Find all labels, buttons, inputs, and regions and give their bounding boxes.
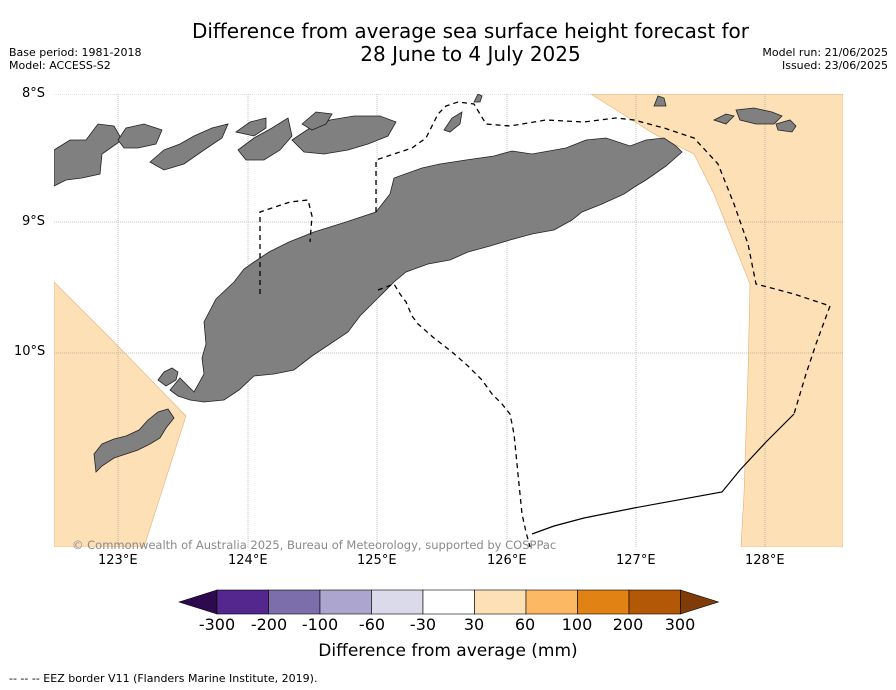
lat-label-10s: 10°S — [14, 344, 46, 359]
eez-segment-east — [793, 305, 831, 415]
timor-island — [169, 137, 683, 403]
map-plot — [54, 94, 843, 547]
meta-left: Base period: 1981-2018 Model: ACCESS-S2 — [9, 46, 141, 72]
lon-label-128e: 128°E — [745, 553, 785, 568]
eez-footnote: -- -- -- EEZ border V11 (Flanders Marine… — [9, 672, 318, 685]
title-line-2: 28 June to 4 July 2025 — [360, 42, 581, 66]
model-name: Model: ACCESS-S2 — [9, 59, 111, 72]
wetar-tip — [473, 94, 483, 103]
lat-label-8s: 8°S — [22, 86, 46, 101]
issued-date: Issued: 23/06/2025 — [781, 59, 888, 72]
colorbar-bin — [525, 589, 578, 615]
land — [54, 94, 797, 473]
flores-island — [149, 123, 229, 171]
sumba-island — [54, 123, 123, 187]
colorbar-tick: 60 — [514, 615, 536, 634]
pantar-island — [301, 111, 333, 131]
lon-label-127e: 127°E — [616, 553, 656, 568]
lat-label-9s: 9°S — [22, 214, 46, 229]
roti-island — [93, 408, 175, 473]
base-period: Base period: 1981-2018 — [9, 46, 142, 59]
flores-west-island — [117, 123, 163, 149]
colorbar-tick: -300 — [198, 615, 236, 634]
colorbar-bin — [422, 589, 475, 615]
chart-title: Difference from average sea surface heig… — [0, 20, 896, 66]
colorbar-tick: -200 — [250, 615, 288, 634]
eez-segment-south — [531, 413, 795, 535]
colorbar-tick: 300 — [664, 615, 696, 634]
eez-border — [259, 101, 831, 547]
colorbar-bin — [268, 589, 321, 615]
model-run: Model run: 21/06/2025 — [762, 46, 888, 59]
colorbar-tick: -100 — [301, 615, 339, 634]
eez-border-solid — [531, 413, 795, 535]
lon-label-124e: 124°E — [228, 553, 268, 568]
colorbar-tick: -30 — [409, 615, 437, 634]
title-line-1: Difference from average sea surface heig… — [191, 19, 750, 43]
babar-island — [735, 107, 783, 125]
semau-island — [157, 367, 179, 387]
solor-island — [235, 117, 267, 137]
anomaly-region-east — [590, 94, 843, 547]
atauro-island — [443, 111, 463, 133]
eez-segment-west — [377, 283, 531, 547]
babar-islet-east — [775, 119, 797, 133]
lembata-island — [237, 117, 293, 161]
lon-label-125e: 125°E — [357, 553, 397, 568]
colorbar-bin — [216, 589, 269, 615]
colorbar-extend-high — [680, 589, 720, 615]
colorbar-bin — [319, 589, 372, 615]
colorbar-tick: -60 — [358, 615, 386, 634]
colorbar-bin — [474, 589, 527, 615]
anomaly-region-southwest — [54, 281, 187, 547]
anomaly-fill — [54, 94, 843, 547]
lon-label-123e: 123°E — [98, 553, 138, 568]
copyright-notice: © Commonwealth of Australia 2025, Bureau… — [72, 538, 557, 552]
colorbar-label: Difference from average (mm) — [318, 641, 578, 661]
colorbar-tick: 30 — [463, 615, 485, 634]
colorbar-bin — [371, 589, 424, 615]
babar-islet-west — [712, 113, 735, 125]
wetar-islet — [653, 95, 667, 107]
colorbar-tick: 200 — [612, 615, 644, 634]
colorbar — [178, 589, 720, 615]
lon-label-126e: 126°E — [487, 553, 527, 568]
colorbar-bin — [577, 589, 630, 615]
colorbar-extend-low — [178, 589, 218, 615]
meta-right: Model run: 21/06/2025 Issued: 23/06/2025 — [762, 46, 888, 72]
colorbar-bin — [628, 589, 681, 615]
colorbar-tick: 100 — [561, 615, 593, 634]
